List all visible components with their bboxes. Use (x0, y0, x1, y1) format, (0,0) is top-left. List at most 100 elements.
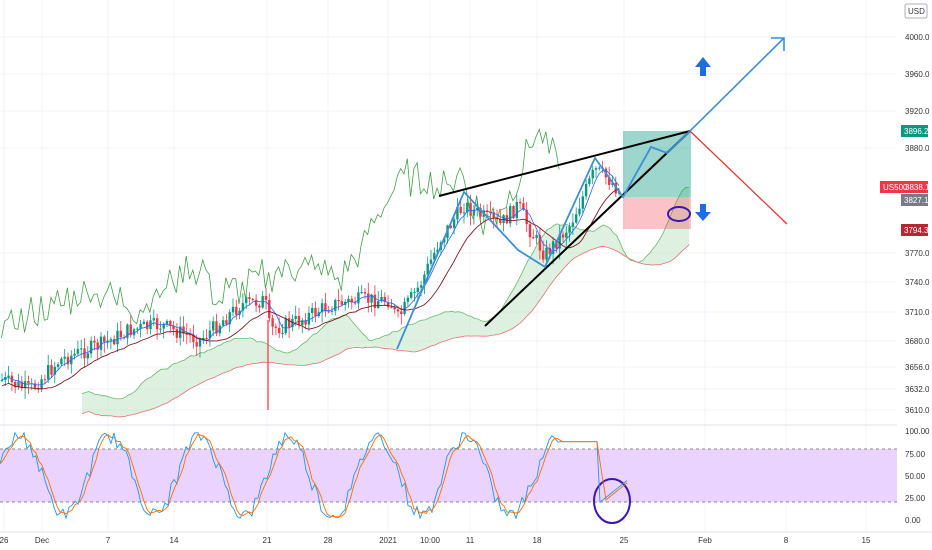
candle-body (522, 203, 525, 210)
candle-body (172, 325, 175, 330)
stochastic-tick-label: 100.00 (905, 427, 930, 436)
candle-body (548, 248, 551, 254)
candle-body (215, 321, 218, 334)
candle-body (479, 207, 482, 217)
candle-body (192, 334, 195, 343)
candle-body (43, 379, 47, 381)
currency-badge-label: USD (908, 7, 925, 16)
stochastic-axis[interactable]: 100.00 75.00 50.00 25.00 0.00 (905, 427, 930, 525)
candle-body (212, 321, 215, 331)
wedge-upper-line[interactable] (438, 130, 691, 197)
candle-body (27, 381, 30, 384)
candle-body (449, 225, 452, 228)
tenkan-sen-line (1, 169, 620, 386)
stochastic-band (0, 449, 897, 502)
candle-body (393, 306, 396, 310)
price-tick-label: 3632.0 (905, 385, 930, 394)
price-tick-label: 3880.0 (905, 144, 930, 153)
candle-body (436, 249, 439, 253)
chikou-span-line (1, 128, 560, 339)
candle-body (241, 303, 245, 311)
candle-body (195, 342, 198, 347)
stochastic-oversold-circle[interactable] (593, 478, 631, 524)
candle-body (518, 201, 522, 204)
entry-price-tag: 3827.1 (901, 194, 929, 206)
candle-body (301, 320, 304, 325)
candle-body (146, 321, 149, 330)
candle-body (410, 292, 413, 298)
candle-body (426, 263, 429, 275)
candle-body (459, 206, 462, 214)
cloud-touch-circle[interactable] (667, 206, 691, 222)
candle-body (254, 299, 258, 306)
candle-body (565, 232, 568, 238)
candle-body (0, 379, 4, 381)
time-axis[interactable]: 26 Dec 7 14 21 28 2021 10:00 11 18 25 Feb 8 15 (0, 536, 871, 545)
candle-body (284, 318, 287, 333)
senkou-span-a (81, 186, 690, 400)
candle-body (584, 183, 588, 197)
candle-body (23, 381, 27, 389)
time-tick-label: 2021 (379, 536, 397, 545)
zigzag-pattern[interactable] (396, 130, 691, 350)
candle-body (489, 211, 492, 213)
candle-body (423, 274, 426, 286)
symbol-label: US500 (883, 183, 908, 192)
candle-body (571, 222, 575, 227)
candle-body (235, 306, 238, 315)
currency-badge[interactable]: USD (904, 3, 928, 19)
time-tick-label: 10:00 (420, 536, 441, 545)
candle-body (297, 315, 301, 325)
candle-body (287, 318, 291, 328)
candle-body (136, 328, 139, 330)
candle-body (86, 353, 89, 359)
candle-body (535, 235, 538, 239)
down-arrow-icon[interactable] (695, 204, 711, 221)
wedge-lower-line[interactable] (484, 130, 691, 327)
time-tick-label: 15 (862, 536, 871, 545)
time-tick-label: 7 (106, 536, 111, 545)
candle-body (248, 297, 251, 300)
candle-body (492, 212, 495, 218)
price-tick-label: 3710.0 (905, 308, 930, 317)
candle-body (367, 293, 370, 303)
bullish-projection-line[interactable] (689, 37, 785, 132)
candle-body (377, 301, 380, 308)
candle-body (268, 300, 271, 319)
symbol-price-tag: US500 3838.1 (880, 181, 930, 193)
candle-body (363, 292, 367, 294)
candle-body (594, 168, 598, 170)
up-arrow-icon[interactable] (695, 57, 711, 76)
candle-body (396, 309, 400, 312)
candle-body (419, 285, 423, 288)
candle-body (60, 358, 63, 365)
candle-body (452, 219, 456, 228)
candle-body (162, 324, 165, 329)
candle-body (611, 183, 614, 185)
candle-body (221, 320, 225, 326)
candle-body (129, 324, 132, 336)
candle-body (17, 381, 20, 388)
stop-zone-box[interactable] (623, 197, 691, 229)
candle-body (406, 297, 410, 302)
candle-body (225, 320, 228, 325)
candle-body (96, 342, 99, 350)
candle-body (588, 178, 591, 184)
candle-body (274, 326, 278, 328)
candle-body (245, 297, 248, 304)
bearish-projection-line[interactable] (689, 130, 788, 225)
candle-body (495, 217, 499, 220)
candle-body (291, 318, 294, 328)
candle-body (307, 312, 311, 325)
price-axis[interactable]: 4000.0 3960.0 3920.0 3880.0 3770.0 3740.0 3710… (905, 33, 930, 415)
candle-body (132, 329, 136, 336)
candle-body (20, 381, 23, 389)
current-price-label: 3838.1 (905, 183, 930, 192)
candle-body (429, 259, 433, 264)
entry-price-label: 3827.1 (904, 196, 929, 205)
candle-body (403, 301, 406, 314)
candle-body (462, 212, 466, 214)
kijun-sen-line (1, 188, 620, 390)
candle-body (63, 356, 66, 359)
